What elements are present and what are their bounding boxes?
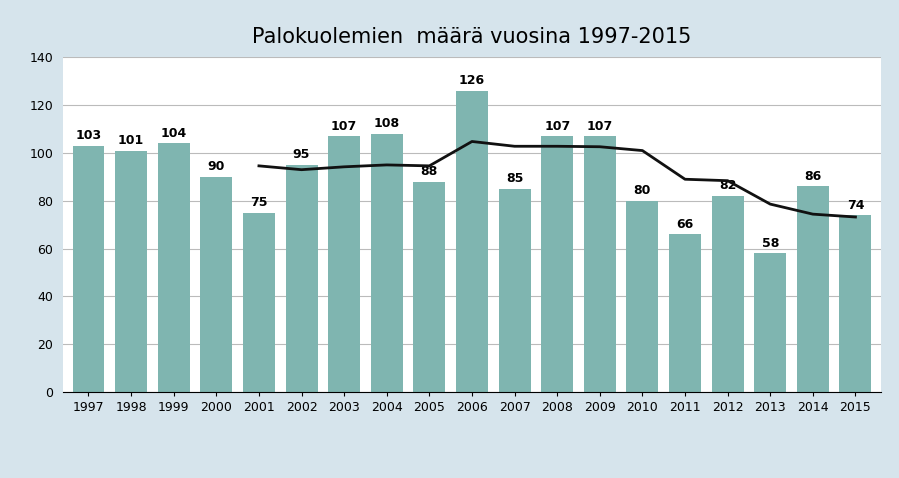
Title: Palokuolemien  määrä vuosina 1997-2015: Palokuolemien määrä vuosina 1997-2015 xyxy=(253,27,691,47)
Bar xyxy=(583,136,616,392)
Text: 107: 107 xyxy=(544,120,570,133)
Bar xyxy=(157,143,190,392)
Bar xyxy=(115,151,147,392)
Text: 66: 66 xyxy=(676,217,694,231)
Text: 75: 75 xyxy=(250,196,268,209)
Text: 86: 86 xyxy=(805,170,822,183)
Text: 90: 90 xyxy=(208,160,225,174)
Text: 101: 101 xyxy=(118,134,144,147)
Text: 58: 58 xyxy=(761,237,779,250)
Text: 107: 107 xyxy=(587,120,613,133)
Bar xyxy=(669,234,701,392)
Text: 95: 95 xyxy=(293,148,310,162)
Text: 74: 74 xyxy=(847,198,864,211)
Text: 80: 80 xyxy=(634,184,651,197)
Bar xyxy=(627,201,658,392)
Bar xyxy=(456,91,488,392)
Bar xyxy=(328,136,360,392)
Text: 107: 107 xyxy=(331,120,357,133)
Text: 103: 103 xyxy=(76,129,102,142)
Bar xyxy=(414,182,445,392)
Bar xyxy=(754,253,787,392)
Bar xyxy=(200,177,232,392)
Bar xyxy=(499,189,530,392)
Bar xyxy=(370,134,403,392)
Bar xyxy=(73,146,104,392)
Bar xyxy=(712,196,743,392)
Text: 82: 82 xyxy=(719,179,736,192)
Text: 104: 104 xyxy=(161,127,187,140)
Bar xyxy=(797,186,829,392)
Text: 126: 126 xyxy=(458,74,485,87)
Bar xyxy=(243,213,275,392)
Bar xyxy=(286,165,317,392)
Text: 108: 108 xyxy=(374,117,400,130)
Bar xyxy=(541,136,574,392)
Text: 88: 88 xyxy=(421,165,438,178)
Text: 85: 85 xyxy=(506,172,523,185)
Bar xyxy=(840,215,871,392)
